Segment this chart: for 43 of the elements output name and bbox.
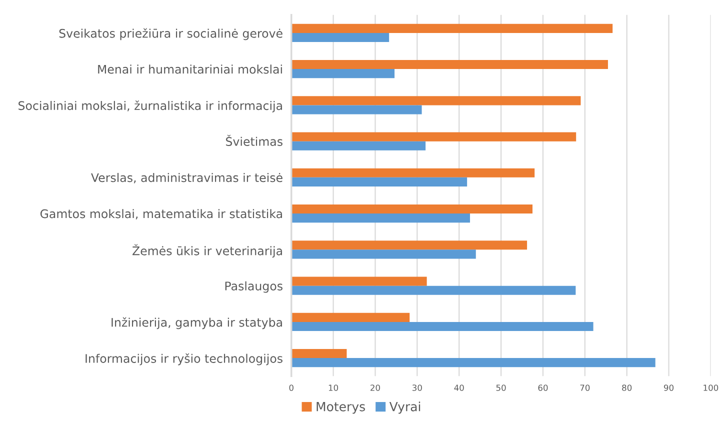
bar: [291, 24, 613, 33]
y-tick-label: Paslaugos: [225, 281, 282, 293]
bar: [291, 276, 427, 286]
x-tick-label: 20: [370, 384, 380, 391]
x-tick-label: 30: [412, 384, 422, 391]
bar: [291, 96, 581, 106]
x-tick-label: 0: [289, 384, 294, 391]
x-tick-label: 60: [538, 384, 548, 391]
y-tick-label: Verslas, administravimas ir teisė: [91, 172, 282, 184]
y-tick-label: Menai ir humanitariniai mokslai: [98, 64, 282, 74]
bar: [291, 60, 608, 70]
bar: [291, 204, 532, 214]
x-tick-label: 90: [664, 384, 674, 391]
bar: [291, 32, 390, 42]
x-tick-label: 40: [454, 384, 464, 391]
y-tick-label: Žemės ūkis ir veterinarija: [132, 244, 282, 258]
y-tick-label: Informacijos ir ryšio technologijos: [86, 353, 282, 366]
y-tick-label: Sveikatos priežiūra ir socialinė gerovė: [59, 28, 282, 40]
bar: [291, 69, 395, 78]
x-tick-label: 80: [622, 384, 632, 391]
bar: [291, 286, 576, 295]
bar: [291, 312, 410, 322]
legend-label: Vyrai: [389, 402, 420, 414]
x-tick-label: 70: [580, 384, 590, 391]
x-tick-label: 100: [704, 384, 718, 391]
x-tick-label: 10: [328, 384, 338, 391]
y-tick-label: Socialiniai mokslai, žurnalistika ir informacija: [18, 100, 282, 112]
bar: [291, 250, 476, 259]
bar: [291, 322, 594, 331]
bar: [291, 141, 426, 150]
y-tick-label: Inžinierija, gamyba ir statyba: [112, 317, 282, 330]
x-tick-label: 50: [496, 384, 506, 391]
y-tick-label: Gamtos mokslai, matematika ir statistika: [40, 209, 282, 220]
bar: [291, 214, 470, 223]
bar: [291, 349, 347, 358]
bar: [291, 177, 468, 186]
bar: [291, 132, 576, 142]
y-tick-label: Švietimas: [226, 134, 282, 146]
bar: [291, 105, 422, 114]
legend-label: Moterys: [316, 402, 365, 414]
bar: [291, 168, 535, 178]
bar: [291, 358, 656, 368]
bar: [291, 240, 528, 250]
